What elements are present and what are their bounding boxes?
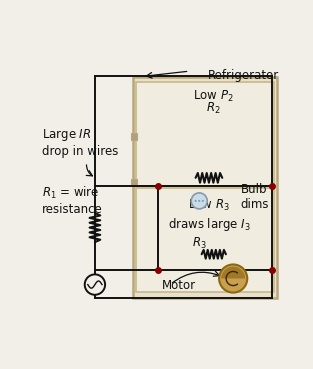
FancyBboxPatch shape	[136, 82, 275, 186]
Text: $R_2$: $R_2$	[207, 101, 221, 116]
Circle shape	[219, 265, 247, 293]
Text: Large $IR$
drop in wires: Large $IR$ drop in wires	[42, 127, 118, 158]
Circle shape	[198, 200, 200, 202]
Text: Low $R_3$
draws large $I_3$: Low $R_3$ draws large $I_3$	[167, 198, 250, 233]
Circle shape	[202, 200, 204, 202]
Text: Bulb
dims: Bulb dims	[240, 183, 269, 211]
Text: Low $P_2$: Low $P_2$	[193, 89, 234, 104]
FancyBboxPatch shape	[131, 179, 137, 186]
Wedge shape	[221, 266, 245, 279]
FancyBboxPatch shape	[131, 133, 137, 140]
Text: $R_3$: $R_3$	[192, 236, 207, 251]
Text: Motor: Motor	[162, 279, 196, 292]
Text: Refrigerator: Refrigerator	[208, 69, 279, 82]
Circle shape	[191, 193, 207, 209]
FancyBboxPatch shape	[132, 77, 277, 298]
FancyBboxPatch shape	[136, 187, 275, 292]
Text: $R_1$ = wire
resistance: $R_1$ = wire resistance	[42, 185, 102, 217]
Circle shape	[195, 200, 197, 202]
